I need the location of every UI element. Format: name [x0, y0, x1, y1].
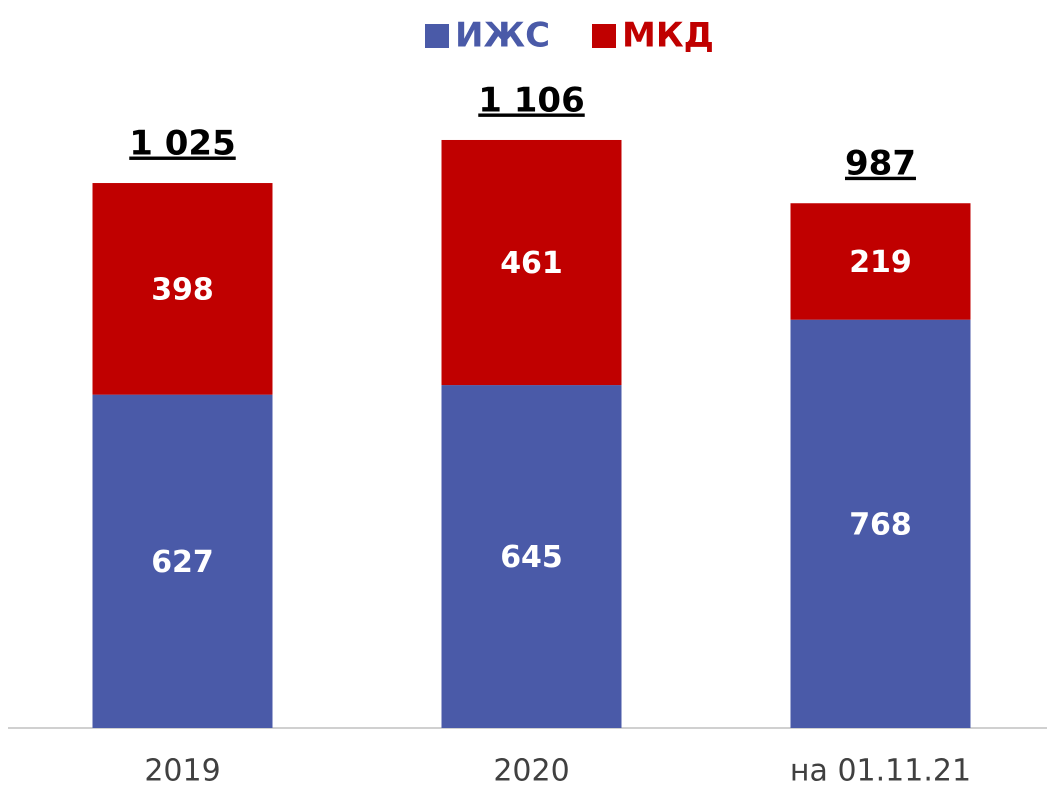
data-label: 627 [151, 545, 214, 580]
bar-segment [790, 319, 971, 728]
data-label: 461 [500, 246, 563, 281]
legend-swatch [425, 24, 449, 48]
total-label: 987 [845, 144, 916, 184]
total-label: 1 025 [129, 124, 235, 164]
data-label: 219 [849, 245, 912, 280]
total-label: 1 106 [478, 80, 584, 120]
data-label: 768 [849, 507, 912, 542]
bar-segment [441, 385, 622, 728]
legend-label: МКД [622, 16, 714, 56]
legend-swatch [592, 24, 616, 48]
bar-segment [441, 139, 622, 386]
bar-segment [92, 394, 273, 728]
bar-segment [790, 203, 971, 320]
legend-label: ИЖС [455, 16, 550, 56]
x-tick-label: 2020 [493, 754, 569, 788]
bar-segment [92, 183, 273, 395]
x-tick-label: на 01.11.21 [790, 754, 971, 788]
data-label: 398 [151, 272, 214, 307]
x-tick-label: 2019 [144, 754, 220, 788]
data-label: 645 [500, 540, 563, 575]
